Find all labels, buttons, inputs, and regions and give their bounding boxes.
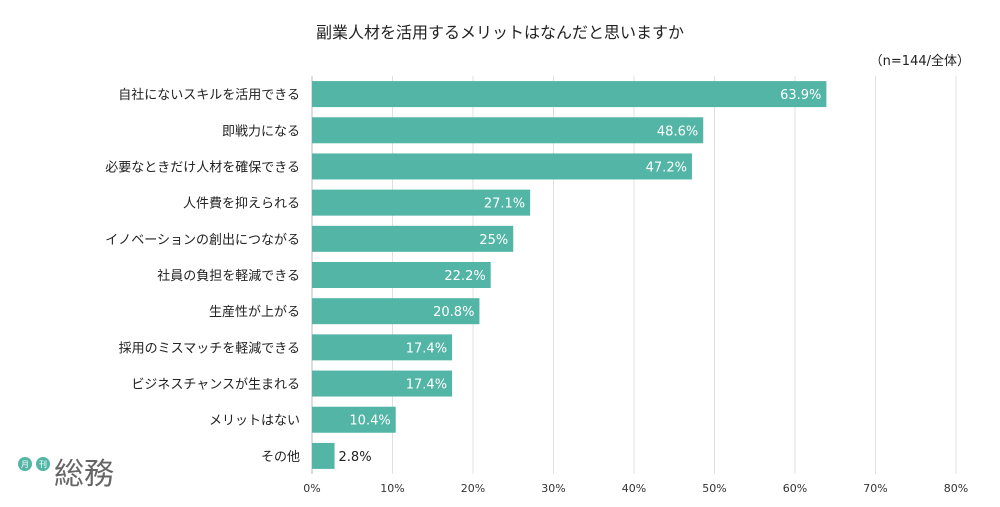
bar <box>312 189 531 216</box>
bar <box>312 81 827 108</box>
bar <box>312 442 335 469</box>
category-labels: 自社にないスキルを活用できる即戦力になる必要なときだけ人材を確保できる人件費を抑… <box>105 87 300 465</box>
bar <box>312 117 704 144</box>
x-tick-label: 80% <box>944 482 968 495</box>
data-label: 48.6% <box>657 124 698 139</box>
logo-badge-1 <box>18 457 32 471</box>
gekkan-soumu-logo: 月 刊 総務 <box>18 457 114 492</box>
x-tick-label: 60% <box>783 482 807 495</box>
x-axis-ticks: 0% 10% 20% 30% 40% 50% 60% 70% 80% <box>303 482 968 495</box>
x-tick-label: 10% <box>380 482 404 495</box>
data-label: 10.4% <box>349 414 390 429</box>
data-label: 47.2% <box>646 160 687 175</box>
bar <box>312 298 480 325</box>
category-label: 必要なときだけ人材を確保できる <box>105 159 300 175</box>
bar <box>312 406 396 433</box>
data-label: 63.9% <box>780 88 821 103</box>
data-label: 22.2% <box>444 269 485 284</box>
logo-mark: 総務 <box>54 457 114 492</box>
x-tick-label: 20% <box>461 482 485 495</box>
x-tick-label: 0% <box>303 482 320 495</box>
category-label: その他 <box>261 450 300 465</box>
chart-title: 副業人材を活用するメリットはなんだと思いますか <box>315 23 684 42</box>
category-label: 採用のミスマッチを軽減できる <box>119 340 300 356</box>
bars: 63.9% 48.6% 47.2% 27.1% 25% 22.2% 20.8% 17.4% 17… <box>312 81 827 469</box>
data-label: 17.4% <box>406 378 447 393</box>
category-label: 人件費を抑えられる <box>183 197 300 212</box>
bar <box>312 262 491 288</box>
data-label: 27.1% <box>484 197 525 212</box>
category-label: 自社にないスキルを活用できる <box>118 87 300 103</box>
logo-badge-1-text: 月 <box>21 460 29 469</box>
x-tick-label: 50% <box>702 482 726 495</box>
category-label: イノベーションの創出につながる <box>105 233 300 248</box>
x-tick-label: 40% <box>622 482 646 495</box>
bar <box>312 153 692 180</box>
data-label: 2.8% <box>339 450 372 465</box>
bar <box>312 370 453 397</box>
x-tick-label: 70% <box>863 482 887 495</box>
category-label: 生産性が上がる <box>209 304 300 320</box>
category-label: メリットはない <box>209 414 300 429</box>
logo-badge-2 <box>36 457 50 471</box>
category-label: ビジネスチャンスが生まれる <box>131 378 300 393</box>
logo-badge-2-text: 刊 <box>39 460 47 469</box>
bar <box>312 225 514 252</box>
sample-size-note: （n=144/全体） <box>869 54 970 69</box>
data-label: 17.4% <box>406 341 447 356</box>
data-label: 20.8% <box>433 305 474 320</box>
category-label: 社員の負担を軽減できる <box>157 268 300 284</box>
data-label: 25% <box>479 233 508 248</box>
x-tick-label: 30% <box>541 482 565 495</box>
category-label: 即戦力になる <box>222 124 300 139</box>
bar <box>312 334 453 361</box>
